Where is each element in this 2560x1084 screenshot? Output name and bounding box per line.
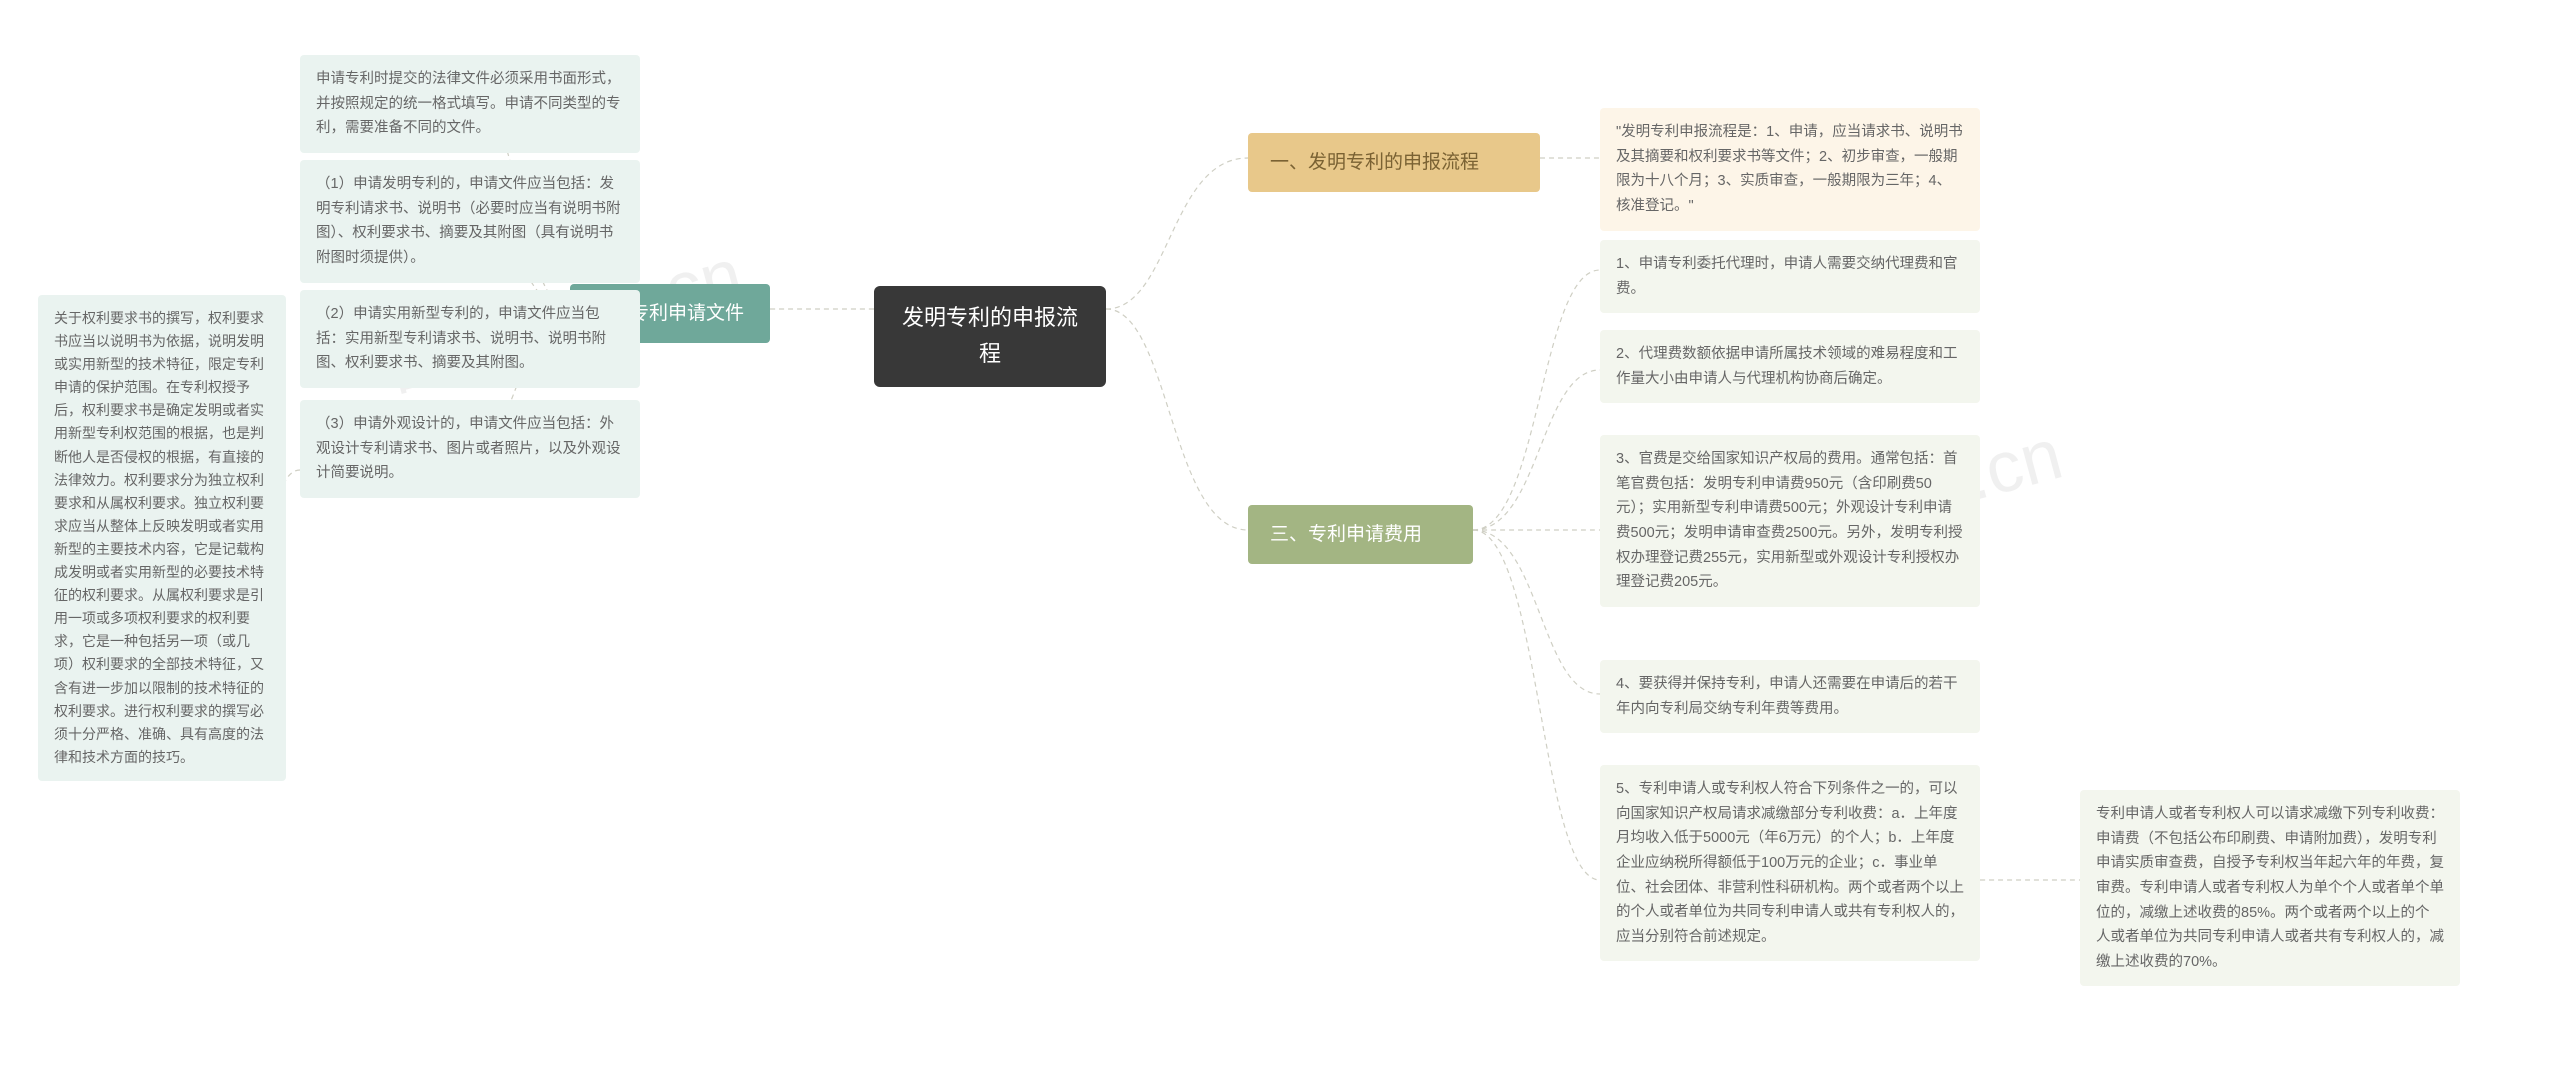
branch-1-leaf-1: "发明专利申报流程是：1、申请，应当请求书、说明书及其摘要和权利要求书等文件；2… (1600, 108, 1980, 231)
branch-3-leaf-3: 3、官费是交给国家知识产权局的费用。通常包括：首笔官费包括：发明专利申请费950… (1600, 435, 1980, 607)
branch-2-leaf-1: 申请专利时提交的法律文件必须采用书面形式，并按照规定的统一格式填写。申请不同类型… (300, 55, 640, 153)
branch-2-leaf-extra: 关于权利要求书的撰写，权利要求书应当以说明书为依据，说明发明或实用新型的技术特征… (38, 295, 286, 781)
branch-3-leaf-2: 2、代理费数额依据申请所属技术领域的难易程度和工作量大小由申请人与代理机构协商后… (1600, 330, 1980, 403)
branch-1: 一、发明专利的申报流程 (1248, 133, 1540, 192)
branch-3-leaf-5: 5、专利申请人或专利权人符合下列条件之一的，可以向国家知识产权局请求减缴部分专利… (1600, 765, 1980, 961)
branch-2-leaf-2: （1）申请发明专利的，申请文件应当包括：发明专利请求书、说明书（必要时应当有说明… (300, 160, 640, 283)
root-node: 发明专利的申报流程 (874, 286, 1106, 387)
branch-2-leaf-4: （3）申请外观设计的，申请文件应当包括：外观设计专利请求书、图片或者照片，以及外… (300, 400, 640, 498)
branch-3-leaf-5-extra: 专利申请人或者专利权人可以请求减缴下列专利收费：申请费（不包括公布印刷费、申请附… (2080, 790, 2460, 986)
branch-3-leaf-1: 1、申请专利委托代理时，申请人需要交纳代理费和官费。 (1600, 240, 1980, 313)
branch-2-leaf-3: （2）申请实用新型专利的，申请文件应当包括：实用新型专利请求书、说明书、说明书附… (300, 290, 640, 388)
branch-3-leaf-4: 4、要获得并保持专利，申请人还需要在申请后的若干年内向专利局交纳专利年费等费用。 (1600, 660, 1980, 733)
branch-3: 三、专利申请费用 (1248, 505, 1473, 564)
